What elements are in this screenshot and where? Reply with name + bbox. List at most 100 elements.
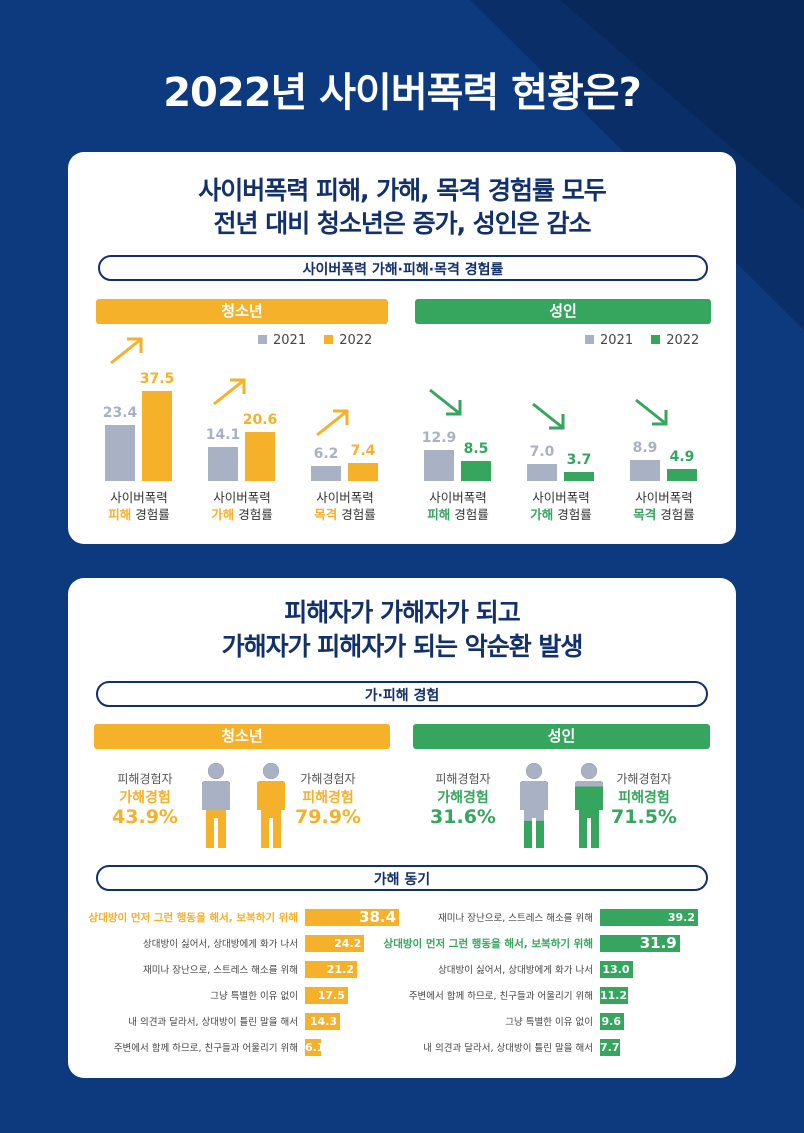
legend-2021-swatch [585, 335, 594, 344]
youth-victim-label: 피해경험자 가해경험 43.9% [90, 770, 200, 827]
caption-highlight: 목격 [633, 507, 657, 522]
person-label-line2: 피해경험 [618, 790, 670, 806]
caption-highlight: 피해 [427, 507, 451, 522]
person-label-pct: 71.5% [611, 806, 677, 828]
youth-motive-label: 상대방이 먼저 그런 행동을 해서, 보복하기 위해 [88, 912, 298, 924]
youth-group-header-2: 청소년 [94, 724, 390, 749]
section2-headline-2: 가해자가 피해자가 되는 악순환 발생 [221, 632, 584, 661]
value-2022-adult-1: 3.7 [566, 452, 592, 469]
person-label-line1: 가해경험자 [300, 772, 356, 786]
youth-motive-bar: 21.2 [305, 961, 357, 978]
youth-motive-bar: 17.5 [305, 987, 348, 1004]
caption-suffix: 경험률 [131, 507, 170, 522]
trend-up-arrow-icon [213, 378, 246, 405]
bar-2022-adult-0 [461, 460, 491, 481]
bar-2022-adult-2 [667, 469, 697, 481]
legend-2021-label: 2021 [600, 333, 634, 348]
caption-suffix: 경험률 [553, 507, 592, 522]
section2-pill: 가·피해 경험 [96, 681, 708, 707]
bar-2021-youth-2 [311, 466, 341, 481]
caption-adult-1: 사이버폭력 가해 경험률 [506, 489, 616, 523]
youth-motive-label: 내 의견과 달라서, 상대방이 틀린 말을 해서 [128, 1017, 298, 1028]
caption-adult-0: 사이버폭력 피해 경험률 [403, 489, 513, 523]
adult-victim-person-icon [520, 763, 548, 848]
value-2021-youth-1: 14.1 [205, 427, 241, 444]
caption-row: 목격 경험률 [609, 506, 719, 523]
section1-headline-2: 전년 대비 청소년은 증가, 성인은 감소 [213, 209, 591, 238]
adult-offender-person-icon [575, 763, 603, 848]
adult-motive-bar: 31.9 [600, 935, 680, 952]
caption-row: 피해 경험률 [84, 506, 194, 523]
bar-2022-youth-0 [142, 391, 172, 481]
person-label-line1: 가해경험자 [616, 772, 672, 786]
trend-down-arrow-icon [429, 388, 462, 416]
section2-headline-1: 피해자가 가해자가 되고 [284, 598, 520, 627]
caption-highlight: 피해 [108, 507, 132, 522]
value-2022-youth-2: 7.4 [350, 443, 376, 460]
caption-prefix: 사이버폭력 [213, 490, 271, 505]
legend-2021-label: 2021 [273, 333, 307, 348]
bar-2021-adult-1 [527, 464, 557, 481]
youth-motive-label: 상대방이 싫어서, 상대방에게 화가 나서 [143, 939, 298, 950]
bar-2021-youth-0 [105, 424, 135, 481]
youth-motive-bar: 6.1 [305, 1039, 325, 1056]
youth-motive-bar: 14.3 [305, 1013, 341, 1030]
experience-rate-card: 사이버폭력 피해, 가해, 목격 경험률 모두 전년 대비 청소년은 증가, 성… [68, 152, 736, 544]
adult-motive-bar: 13.0 [600, 961, 633, 978]
value-2021-adult-2: 8.9 [632, 439, 658, 456]
value-2021-youth-0: 23.4 [102, 404, 138, 421]
trend-down-arrow-icon [635, 398, 668, 426]
adult-group-header-2: 성인 [413, 724, 710, 749]
value-2022-youth-1: 20.6 [242, 411, 278, 428]
value-2021-youth-2: 6.2 [313, 446, 339, 463]
caption-row: 가해 경험률 [187, 506, 297, 523]
person-label-line1: 피해경험자 [435, 772, 491, 786]
adult-motive-label: 그냥 특별한 이유 없이 [505, 1017, 593, 1028]
legend-2022-swatch [651, 335, 661, 344]
bar-2022-youth-1 [245, 431, 275, 481]
value-2022-adult-2: 4.9 [669, 449, 695, 466]
caption-prefix: 사이버폭력 [110, 490, 168, 505]
adult-motive-bar: 7.7 [600, 1039, 620, 1056]
section1-pill: 사이버폭력 가해·피해·목격 경험률 [98, 255, 708, 281]
value-2022-adult-0: 8.5 [463, 440, 489, 457]
caption-highlight: 가해 [211, 507, 235, 522]
adult-motive-bar: 11.2 [600, 987, 628, 1004]
person-label-pct: 79.9% [295, 806, 361, 828]
caption-highlight: 목격 [314, 507, 338, 522]
page-title: 2022년 사이버폭력 현황은? [163, 70, 642, 116]
adult-group-header: 성인 [415, 299, 711, 324]
youth-offender-person-icon [257, 763, 285, 848]
caption-prefix: 사이버폭력 [316, 490, 374, 505]
caption-row: 가해 경험률 [506, 506, 616, 523]
trend-down-arrow-icon [532, 403, 565, 430]
youth-offender-label: 가해경험자 피해경험 79.9% [273, 770, 383, 827]
adult-motive-label: 내 의견과 달라서, 상대방이 틀린 말을 해서 [423, 1043, 593, 1054]
bar-2021-adult-2 [630, 459, 660, 481]
caption-suffix: 경험률 [450, 507, 489, 522]
youth-motive-bar: 24.2 [305, 935, 365, 952]
adult-motive-bar: 39.2 [600, 909, 698, 926]
bar-2021-youth-1 [208, 447, 238, 481]
adult-motive-label: 재미나 장난으로, 스트레스 해소를 위해 [438, 913, 593, 924]
legend-2022-label: 2022 [339, 333, 373, 348]
adult-motive-label: 상대방이 먼저 그런 행동을 해서, 보복하기 위해 [383, 938, 593, 950]
trend-up-arrow-icon [316, 409, 349, 437]
caption-highlight: 가해 [530, 507, 554, 522]
youth-motive-label: 그냥 특별한 이유 없이 [210, 991, 298, 1002]
adult-victim-label: 피해경험자 가해경험 31.6% [408, 770, 518, 827]
bar-2021-adult-0 [424, 450, 454, 481]
youth-legend: 2021 2022 [258, 333, 372, 348]
bar-2022-adult-1 [564, 472, 594, 481]
legend-2022-swatch [324, 335, 334, 344]
adult-motive-label: 상대방이 싫어서, 상대방에게 화가 나서 [438, 965, 593, 976]
youth-motive-label: 주변에서 함께 하므로, 친구들과 어울리기 위해 [113, 1043, 298, 1054]
bar-2022-youth-2 [348, 463, 378, 481]
caption-prefix: 사이버폭력 [532, 490, 590, 505]
adult-motive-label: 주변에서 함께 하므로, 친구들과 어울리기 위해 [408, 991, 593, 1002]
legend-2021-swatch [258, 335, 267, 344]
value-2021-adult-1: 7.0 [529, 444, 555, 461]
youth-group-header: 청소년 [96, 299, 388, 324]
person-label-pct: 31.6% [430, 806, 496, 828]
